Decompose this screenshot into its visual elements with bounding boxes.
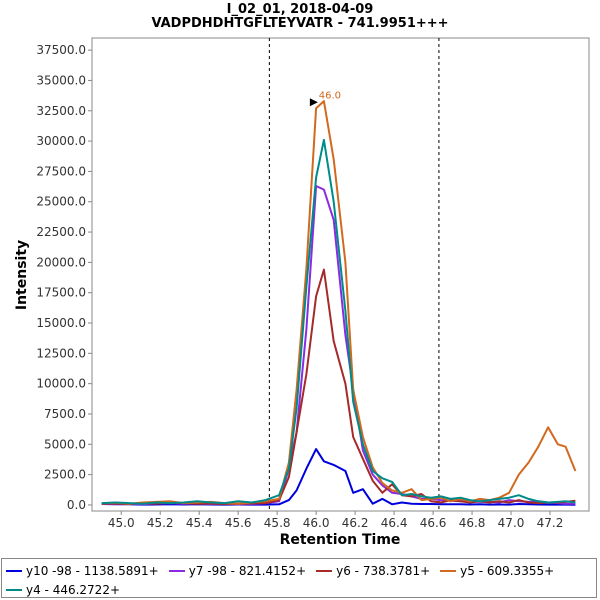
y-tick-label: 32500.0 [36,104,86,118]
y-tick-label: 22500.0 [36,225,86,239]
legend-swatch [440,570,457,572]
y-tick-label: 30000.0 [36,134,86,148]
y-tick-label: 17500.0 [36,286,86,300]
y-tick-label: 0.0 [67,498,86,512]
y-axis-label: Intensity [14,240,30,310]
x-axis-label: Retention Time [280,532,401,548]
x-tick-label: 47.2 [537,516,564,530]
y-tick-label: 7500.0 [44,407,86,421]
peak-annotation: 46.0 [309,90,341,107]
peak-boundaries [268,38,440,511]
peak-marker-icon [309,98,318,107]
y-tick-label: 35000.0 [36,73,86,87]
x-tick-label: 46.6 [420,516,447,530]
y-tick-label: 5000.0 [44,437,86,451]
y-tick-label: 15000.0 [36,316,86,330]
x-tick-label: 46.0 [303,516,330,530]
legend-label: y5 - 609.3355+ [460,564,555,578]
y-tick-label: 37500.0 [36,43,86,57]
legend-swatch [316,570,333,572]
legend-item: y7 -98 - 821.4152+ [168,562,307,580]
y-tick-label: 10000.0 [36,377,86,391]
legend-item: y10 -98 - 1138.5891+ [6,562,159,580]
legend-item: y6 - 738.3781+ [316,562,430,580]
legend-label: y6 - 738.3781+ [336,564,431,578]
x-tick-label: 46.2 [342,516,369,530]
legend-label: y4 - 446.2722+ [26,583,121,597]
legend-label: y10 -98 - 1138.5891+ [26,564,159,578]
y-tick-label: 20000.0 [36,255,86,269]
y-tick-label: 12500.0 [36,346,86,360]
legend: y10 -98 - 1138.5891+ y7 -98 - 821.4152+ y6… [1,558,597,598]
series-line-2 [101,268,576,505]
x-axis: 45.0 45.2 45.4 45.6 45.8 46.0 46.2 46.4 46.6 46.8… [108,511,564,530]
x-tick-label: 45.2 [147,516,174,530]
chart-subtitle: VADPDHDHTGFLTEYVATR - 741.9951+++ [151,16,448,31]
peak-label: 46.0 [319,90,341,101]
chart-title: I_02_01, 2018-04-09 [227,2,374,17]
legend-item: y5 - 609.3355+ [440,562,554,580]
y-tick-label: 2500.0 [44,468,86,482]
y-axis: 0.0 2500.0 5000.0 7500.0 10000.0 12500.0 15000… [36,43,92,512]
legend-swatch [168,570,185,572]
series-line-4 [101,138,576,505]
series-lines [101,100,577,506]
x-tick-label: 45.4 [186,516,213,530]
x-tick-label: 46.8 [459,516,486,530]
y-tick-label: 25000.0 [36,195,86,209]
x-tick-label: 46.4 [381,516,408,530]
legend-swatch [6,570,22,572]
legend-item: y4 - 446.2722+ [6,581,120,599]
x-tick-label: 45.0 [108,516,135,530]
chromatogram-chart: I_02_01, 2018-04-09 VADPDHDHTGFLTEYVATR … [14,2,590,548]
x-tick-label: 45.6 [225,516,252,530]
x-tick-label: 45.8 [264,516,291,530]
legend-swatch [6,589,22,591]
y-tick-label: 27500.0 [36,164,86,178]
legend-label: y7 -98 - 821.4152+ [188,564,307,578]
x-tick-label: 47.0 [498,516,525,530]
